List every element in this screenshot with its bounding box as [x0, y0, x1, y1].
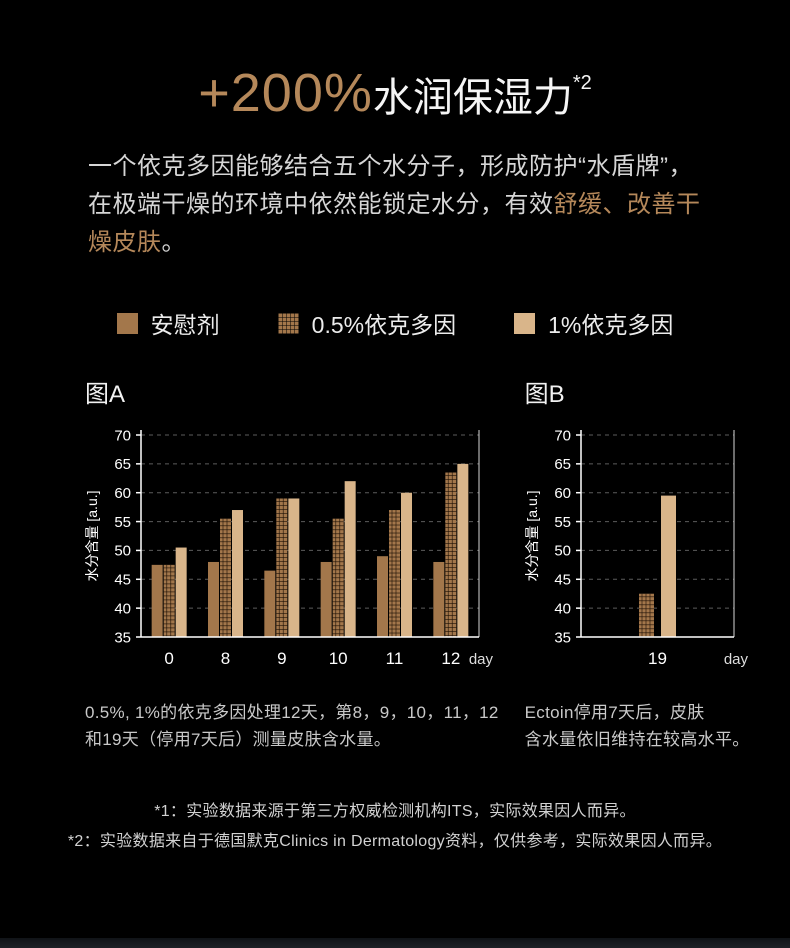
legend-item-2: 1%依克多因	[514, 306, 673, 340]
intro-normal-2: 。	[161, 229, 186, 256]
svg-text:19: 19	[648, 649, 667, 668]
svg-text:70: 70	[554, 427, 571, 444]
legend-label: 安慰剂	[150, 312, 220, 338]
chart-a-title: 图A	[85, 381, 126, 408]
svg-text:40: 40	[554, 600, 571, 617]
svg-text:70: 70	[114, 427, 131, 444]
svg-text:水分含量 [a.u.]: 水分含量 [a.u.]	[85, 490, 100, 581]
chart-b: 19 35 40 45 50 55 60 65 70 day 水分含量 [a.u.]	[525, 427, 748, 668]
svg-text:12: 12	[441, 649, 460, 668]
svg-text:60: 60	[554, 485, 571, 502]
svg-text:day: day	[723, 651, 748, 668]
legend-item-0: 安慰剂	[116, 306, 220, 340]
svg-text:65: 65	[554, 456, 571, 473]
title-footnote-marker: *2	[572, 72, 592, 94]
footnotes: *1：实验数据来源于第三方权威检测机构ITS，实际效果因人而异。 *2：实验数据…	[0, 797, 790, 857]
svg-text:0: 0	[164, 649, 173, 668]
svg-text:35: 35	[554, 629, 571, 646]
svg-text:55: 55	[554, 514, 571, 531]
svg-text:day: day	[469, 651, 494, 668]
chart-a: 0 8 9 10 11 12 35 40 45 50 55 60 65 70 day 水分含量 [a.u.]	[85, 427, 494, 668]
chart-legend: 安慰剂 0.5%依克多因 1%依克多因	[0, 306, 790, 340]
legend-label: 1%依克多因	[548, 312, 674, 338]
intro-highlight: 舒缓、改善干燥皮肤	[88, 191, 701, 256]
svg-text:50: 50	[554, 543, 571, 560]
footnote-2: *2：实验数据来自于德国默克Clinics in Dermatology资料，仅…	[67, 833, 723, 850]
legend-item-1: 0.5%依克多因	[277, 306, 457, 340]
page-title: +200%水润保湿力*2	[0, 0, 790, 124]
title-percentage: +200%	[198, 63, 373, 123]
svg-text:45: 45	[114, 572, 131, 589]
svg-text:9: 9	[277, 649, 286, 668]
title-text: 水润保湿力	[372, 76, 573, 120]
svg-text:水分含量 [a.u.]: 水分含量 [a.u.]	[525, 490, 540, 581]
intro-text: 一个依克多因能够结合五个水分子，形成防护“水盾牌”，在极端干燥的环境中依然能锁定…	[88, 148, 713, 262]
svg-text:50: 50	[114, 543, 131, 560]
svg-text:10: 10	[329, 649, 348, 668]
svg-text:8: 8	[221, 649, 230, 668]
legend-swatch-textured	[277, 312, 299, 334]
svg-text:35: 35	[114, 629, 131, 646]
legend-label: 0.5%依克多因	[311, 312, 457, 338]
intro-normal-1: 一个依克多因能够结合五个水分子，形成防护“水盾牌”，在极端干燥的环境中依然能锁定…	[88, 153, 693, 218]
svg-text:11: 11	[386, 649, 404, 668]
next-section-edge	[0, 938, 790, 948]
legend-swatch-solid	[514, 312, 536, 334]
svg-text:40: 40	[114, 600, 131, 617]
svg-text:60: 60	[114, 485, 131, 502]
chart-a-block: 图A 0 8 9 10 11 12 35 40 45 50 55 60 65 70 day 水分含量 [a.u…	[85, 374, 499, 753]
footnote-1: *1：实验数据来源于第三方权威检测机构ITS，实际效果因人而异。	[154, 803, 636, 820]
chart-b-title: 图B	[524, 381, 565, 408]
charts-row: 图A 0 8 9 10 11 12 35 40 45 50 55 60 65 70 day 水分含量 [a.u…	[85, 374, 790, 753]
chart-a-caption: 0.5%, 1%的依克多因处理12天，第8，9，10，11，12 和19天（停用…	[85, 703, 499, 749]
svg-text:65: 65	[114, 456, 131, 473]
legend-swatch-solid	[116, 312, 138, 334]
svg-text:55: 55	[114, 514, 131, 531]
svg-text:45: 45	[554, 572, 571, 589]
chart-b-block: 图B 19 35 40 45 50 55 60 65 70 day 水分含量 [a.u.] Ecto…	[525, 374, 750, 753]
chart-b-caption: Ectoin停用7天后，皮肤 含水量依旧维持在较高水平。	[524, 703, 750, 749]
